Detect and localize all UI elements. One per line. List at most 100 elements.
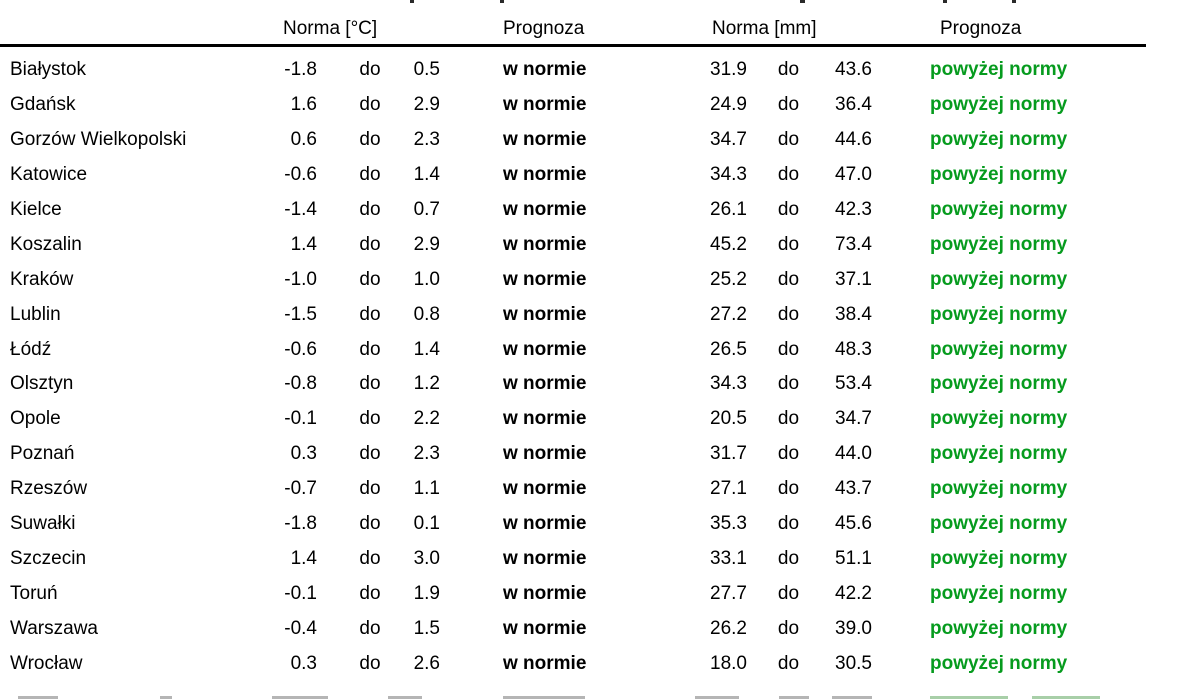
temp-forecast: w normie	[503, 233, 587, 255]
precip-norm-max: 30.5	[835, 652, 872, 674]
city-name: Kielce	[10, 199, 62, 220]
temp-forecast: w normie	[503, 129, 587, 151]
temp-norm-max: 1.0	[413, 268, 440, 290]
city-name: Katowice	[10, 164, 88, 186]
temp-range-separator: do	[359, 373, 381, 395]
temp-norm-min: -0.7	[284, 478, 317, 500]
city-name: Opole	[10, 408, 61, 430]
precip-norm-max: 38.4	[835, 303, 872, 325]
temp-range-separator: do	[359, 617, 381, 639]
table-row: Warszawa -0.4 do 1.5 w normie 26.2 do 39…	[0, 611, 1200, 646]
temp-norm-min: 0.3	[290, 652, 317, 674]
table-row: Poznań 0.3 do 2.3 w normie 31.7 do 44.0 …	[0, 437, 1200, 472]
temp-range-separator: do	[359, 408, 381, 430]
temp-norm-min: -1.4	[284, 199, 317, 220]
temp-forecast: w normie	[503, 547, 587, 569]
precip-range-separator: do	[777, 478, 800, 500]
temp-norm-max: 0.7	[413, 199, 440, 220]
precip-range-separator: do	[777, 233, 800, 255]
precip-norm-max: 34.7	[835, 408, 872, 430]
table-row: Szczecin 1.4 do 3.0 w normie 33.1 do 51.…	[0, 541, 1200, 576]
precip-norm-max: 43.7	[835, 478, 872, 500]
temp-forecast: w normie	[503, 94, 587, 116]
precip-norm-min: 34.3	[710, 164, 747, 186]
table-row: Katowice -0.6 do 1.4 w normie 34.3 do 47…	[0, 158, 1200, 193]
precip-forecast: powyżej normy	[930, 617, 1068, 639]
precip-forecast: powyżej normy	[930, 408, 1068, 430]
city-name: Warszawa	[10, 617, 98, 639]
precip-range-separator: do	[777, 164, 800, 186]
temp-norm-max: 2.3	[413, 443, 440, 465]
precip-norm-max: 47.0	[835, 164, 872, 186]
precip-range-separator: do	[777, 652, 800, 674]
temp-norm-max: 2.6	[413, 652, 440, 674]
precip-norm-max: 36.4	[835, 94, 872, 116]
temp-norm-max: 0.8	[413, 303, 440, 325]
precip-range-separator: do	[777, 373, 800, 395]
temp-norm-min: 1.4	[290, 233, 317, 255]
table-row: Opole -0.1 do 2.2 w normie 20.5 do 34.7 …	[0, 402, 1200, 437]
temp-norm-min: -0.6	[284, 338, 317, 360]
temp-norm-min: 1.6	[290, 94, 317, 116]
temp-forecast: w normie	[503, 268, 587, 290]
precip-forecast: powyżej normy	[930, 268, 1068, 290]
precip-norm-max: 44.0	[835, 443, 872, 465]
temp-forecast: w normie	[503, 617, 587, 639]
temp-forecast: w normie	[503, 582, 587, 604]
precip-range-separator: do	[777, 338, 800, 360]
temp-range-separator: do	[359, 94, 381, 116]
temp-range-separator: do	[359, 582, 381, 604]
header-rule	[0, 44, 1146, 47]
temp-forecast: w normie	[503, 199, 587, 220]
precip-norm-min: 26.5	[710, 338, 747, 360]
precip-range-separator: do	[777, 513, 800, 535]
city-name: Białystok	[10, 59, 87, 81]
temp-forecast: w normie	[503, 164, 587, 186]
temp-norm-max: 1.4	[413, 164, 440, 186]
temp-norm-min: -1.5	[284, 303, 317, 325]
temp-forecast: w normie	[503, 513, 587, 535]
precip-range-separator: do	[777, 582, 800, 604]
precip-range-separator: do	[777, 547, 800, 569]
temp-norm-max: 2.9	[413, 94, 440, 116]
precip-norm-max: 45.6	[835, 513, 872, 535]
precip-forecast: powyżej normy	[930, 164, 1068, 186]
precip-range-separator: do	[777, 303, 800, 325]
temp-norm-min: -0.6	[284, 164, 317, 186]
precip-range-separator: do	[777, 199, 800, 220]
temp-range-separator: do	[359, 164, 381, 186]
temp-range-separator: do	[359, 199, 381, 220]
precip-norm-min: 27.2	[710, 303, 747, 325]
precip-range-separator: do	[777, 59, 800, 81]
precip-norm-min: 18.0	[710, 652, 747, 674]
precip-forecast: powyżej normy	[930, 94, 1068, 116]
precip-norm-min: 31.7	[710, 443, 747, 465]
temp-norm-min: 0.6	[290, 129, 317, 151]
precip-norm-max: 39.0	[835, 617, 872, 639]
table-row: Gorzów Wielkopolski 0.6 do 2.3 w normie …	[0, 123, 1200, 158]
temp-norm-min: -0.1	[284, 582, 317, 604]
temp-norm-min: 1.4	[290, 547, 317, 569]
precip-range-separator: do	[777, 617, 800, 639]
precip-norm-min: 45.2	[710, 233, 747, 255]
temp-range-separator: do	[359, 268, 381, 290]
table-header-row: Norma [°C] Prognoza Norma [mm] Prognoza	[0, 18, 1200, 44]
temp-norm-max: 1.5	[413, 617, 440, 639]
precip-range-separator: do	[777, 94, 800, 116]
temp-forecast: w normie	[503, 373, 587, 395]
header-prognoza-temp: Prognoza	[503, 18, 585, 39]
precip-forecast: powyżej normy	[930, 652, 1068, 674]
table-row: Suwałki -1.8 do 0.1 w normie 35.3 do 45.…	[0, 507, 1200, 542]
precip-forecast: powyżej normy	[930, 338, 1068, 360]
table-row: Olsztyn -0.8 do 1.2 w normie 34.3 do 53.…	[0, 367, 1200, 402]
city-name: Kraków	[10, 268, 74, 290]
precip-forecast: powyżej normy	[930, 582, 1068, 604]
precip-forecast: powyżej normy	[930, 233, 1068, 255]
precip-norm-max: 44.6	[835, 129, 872, 151]
precip-forecast: powyżej normy	[930, 547, 1068, 569]
city-name: Koszalin	[10, 233, 82, 255]
temp-range-separator: do	[359, 129, 381, 151]
precip-norm-min: 24.9	[710, 94, 747, 116]
table-row: Łódź -0.6 do 1.4 w normie 26.5 do 48.3 p…	[0, 332, 1200, 367]
table-row: Białystok -1.8 do 0.5 w normie 31.9 do 4…	[0, 53, 1200, 88]
